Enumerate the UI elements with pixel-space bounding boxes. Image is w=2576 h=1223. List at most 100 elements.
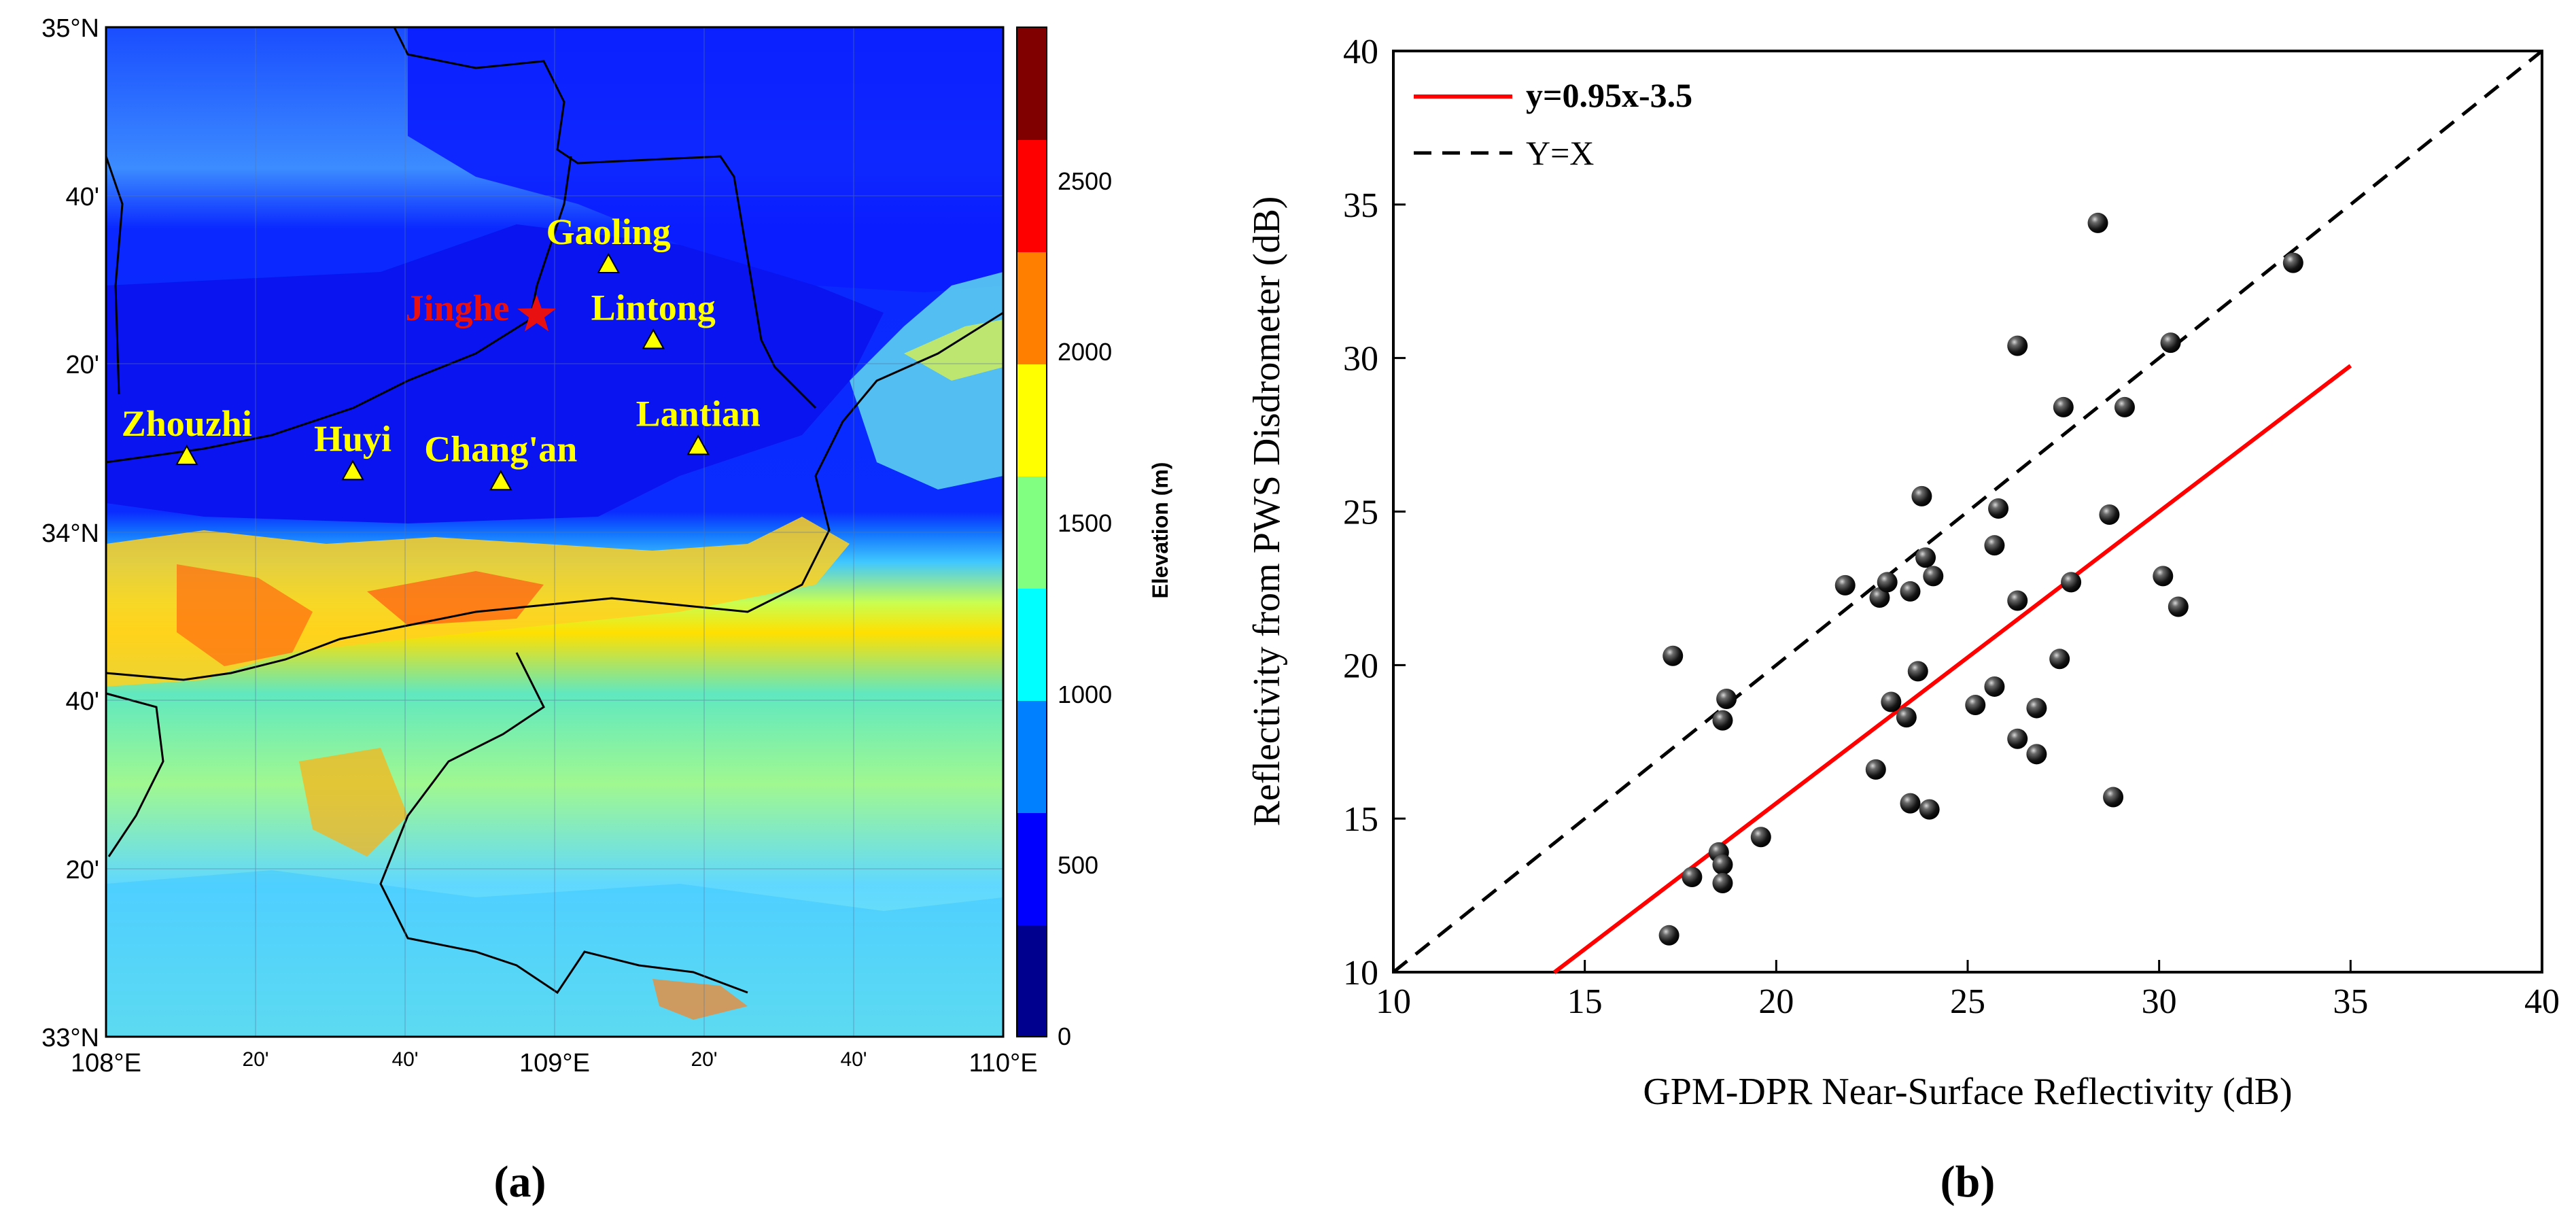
boundary-lines (105, 27, 1004, 995)
scatter-point (2007, 590, 2028, 611)
scatter-point (1682, 866, 1703, 887)
lon-label: 110°E (969, 1049, 1037, 1078)
x-tick-label: 40 (2524, 982, 2560, 1021)
scatter-point (1712, 873, 1733, 894)
elevation-map (105, 26, 1005, 1038)
lat-label: 34°N (41, 519, 99, 548)
scatter-point (1900, 581, 1921, 602)
legend: y=0.95x-3.5 Y=X (1414, 76, 1692, 172)
scatter-point (2153, 566, 2174, 587)
station-triangle-icon (489, 470, 512, 491)
scatter-point (2061, 572, 2082, 593)
lat-label: 40' (65, 183, 99, 211)
station-triangle-icon (686, 434, 710, 455)
scatter-point (1865, 759, 1886, 780)
scatter-point (2007, 728, 2028, 749)
scatter-point (1919, 799, 1940, 820)
legend-fit-label: y=0.95x-3.5 (1526, 76, 1692, 114)
colorbar-label: Elevation (m) (1148, 462, 1172, 599)
scatter-point (1834, 574, 1856, 596)
scatter-point (1663, 645, 1684, 666)
y-tick-label: 10 (1343, 954, 1378, 993)
station-triangle-icon (175, 445, 198, 466)
scatter-points (1658, 212, 2303, 946)
colorbar-tick: 2500 (1058, 167, 1112, 195)
scatter-point (1900, 793, 1921, 814)
lon-label: 20' (691, 1048, 717, 1071)
scatter-point (2282, 252, 2303, 273)
axis-ticks: 10 15 20 25 30 35 40 10 15 20 25 30 35 40 (1343, 33, 2560, 1021)
y-tick-label: 25 (1343, 494, 1378, 532)
station-label: Jinghe (406, 288, 510, 328)
scatter-point (1984, 676, 2005, 697)
scatter-point (1915, 547, 1936, 568)
lat-label: 20' (65, 351, 99, 379)
lat-label: 40' (65, 687, 99, 716)
scatter-point (1965, 695, 1986, 716)
colorbar-tick: 1000 (1058, 681, 1112, 708)
scatter-point (2026, 697, 2047, 719)
scatter-point (1712, 710, 1733, 731)
scatter-point (1896, 707, 1917, 728)
y-axis-label: Reflectivity from PWS Disdrometer (dB) (1246, 196, 1288, 827)
station-label: Zhouzhi (122, 403, 252, 444)
station-label: Huyi (314, 418, 391, 459)
lat-label: 33°N (41, 1024, 99, 1052)
y-tick-label: 35 (1343, 186, 1378, 225)
scatter-point (2007, 335, 2028, 356)
x-tick-label: 25 (1950, 982, 1985, 1021)
scatter-point (1907, 661, 1928, 682)
colorbar-swatch (1017, 364, 1047, 477)
scatter-point (1881, 691, 1902, 712)
scatter-point (1869, 587, 1890, 608)
legend-identity-label: Y=X (1526, 134, 1594, 172)
scatter-point (2087, 212, 2108, 233)
colorbar-tick: 0 (1058, 1022, 1071, 1050)
lon-label: 108°E (71, 1049, 141, 1078)
scatter-point (1716, 689, 1737, 710)
scatter-point (2049, 649, 2070, 670)
scatter-point (2026, 744, 2047, 765)
lon-label: 40' (391, 1048, 418, 1071)
colorbar-tick: 2000 (1058, 338, 1112, 366)
jinghe-star-icon (517, 294, 557, 332)
scatter-panel: 10 15 20 25 30 35 40 10 15 20 25 30 35 40 y=0.95x-3.5… (1246, 33, 2560, 1207)
colorbar-swatch (1017, 700, 1047, 813)
elevation-map-panel: Gaoling Lintong Zhouzhi Huyi Chang'an Lantian… (41, 14, 1172, 1207)
lon-label: 40' (840, 1048, 867, 1071)
scatter-point (2168, 596, 2189, 617)
plot-frame (1392, 50, 2543, 974)
station-label: Chang'an (424, 428, 577, 469)
station-label: Lantian (636, 393, 761, 434)
station-label: Lintong (591, 287, 716, 328)
colorbar-swatch (1017, 139, 1047, 252)
identity-line (1392, 50, 2543, 974)
lon-label: 109°E (519, 1049, 590, 1078)
y-tick-label: 30 (1343, 340, 1378, 379)
x-tick-label: 15 (1567, 982, 1603, 1021)
scatter-point (2103, 787, 2124, 808)
colorbar-swatch (1017, 588, 1047, 701)
station-markers (175, 252, 710, 491)
scatter-point (1658, 925, 1679, 946)
colorbar-tick: 500 (1058, 851, 1098, 879)
colorbar-tick: 1500 (1058, 509, 1112, 537)
x-tick-label: 35 (2333, 982, 2368, 1021)
scatter-point (1923, 566, 1944, 587)
panel-b-caption: (b) (1940, 1157, 1996, 1207)
x-tick-label: 10 (1376, 982, 1411, 1021)
y-tick-label: 20 (1343, 647, 1378, 685)
scatter-point (2160, 332, 2181, 354)
station-labels: Gaoling Lintong Zhouzhi Huyi Chang'an Lantian… (122, 211, 761, 469)
lat-label: 20' (65, 856, 99, 884)
scatter-point (1911, 485, 1932, 506)
colorbar-gradient (1017, 27, 1047, 1037)
lon-label: 20' (242, 1048, 268, 1071)
lat-label: 35°N (41, 14, 99, 43)
scatter-point (2053, 396, 2074, 417)
colorbar-swatch (1017, 252, 1047, 364)
scatter-point (1877, 572, 1898, 593)
panel-a-caption: (a) (494, 1157, 546, 1207)
scatter-point (2114, 396, 2135, 417)
